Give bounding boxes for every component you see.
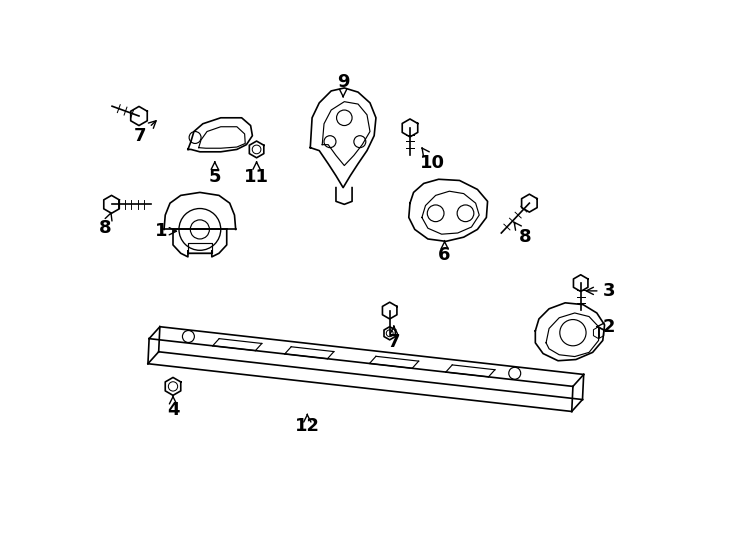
Text: 8: 8 — [99, 213, 112, 237]
Text: 10: 10 — [420, 148, 445, 172]
Text: 1: 1 — [155, 222, 176, 240]
Text: 11: 11 — [244, 162, 269, 186]
Text: 3: 3 — [586, 282, 615, 300]
Text: 4: 4 — [167, 396, 179, 419]
Text: 9: 9 — [337, 73, 349, 97]
Text: 7: 7 — [388, 326, 400, 350]
Text: 12: 12 — [295, 414, 320, 435]
Text: 5: 5 — [208, 162, 221, 186]
Text: 8: 8 — [514, 222, 531, 246]
Text: 7: 7 — [134, 121, 156, 145]
Text: 6: 6 — [438, 240, 451, 264]
Text: 2: 2 — [597, 318, 615, 336]
